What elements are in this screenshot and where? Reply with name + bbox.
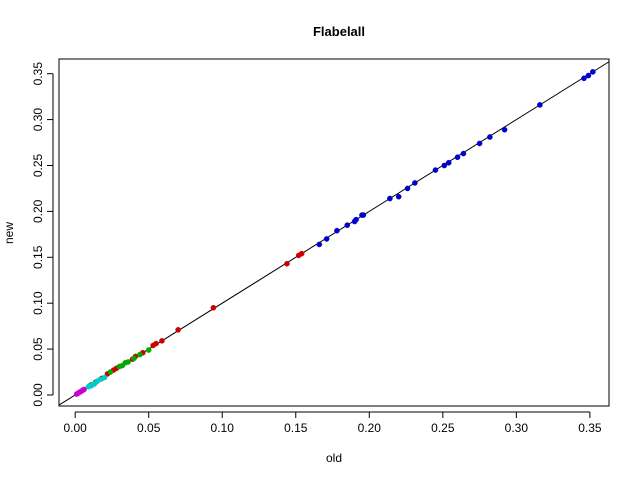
data-point	[590, 69, 596, 75]
data-point	[210, 304, 217, 311]
x-tick-label: 0.05	[137, 421, 161, 435]
data-point	[344, 222, 351, 228]
y-tick-label: 0.00	[31, 383, 45, 407]
data-point	[175, 327, 181, 333]
data-point	[353, 216, 359, 223]
data-point	[131, 355, 137, 362]
y-axis-label: new	[2, 222, 16, 244]
data-point	[581, 75, 587, 82]
data-point	[107, 369, 114, 375]
y-tick-label: 0.05	[31, 337, 45, 361]
y-tick-label: 0.20	[31, 199, 45, 223]
data-point	[501, 126, 508, 133]
y-axis: 0.00 0.05 0.10 0.15 0.20 0.25 0.30 0.35	[31, 62, 54, 407]
data-point	[116, 363, 123, 370]
data-point	[395, 193, 402, 200]
reference-line-y-equals-x	[58, 61, 610, 406]
data-point	[159, 338, 165, 344]
data-point	[323, 236, 330, 242]
y-tick-label: 0.35	[31, 62, 45, 86]
x-tick-label: 0.30	[505, 421, 529, 435]
data-points-layer	[73, 69, 596, 397]
data-point	[334, 227, 340, 234]
x-tick-label: 0.15	[284, 421, 308, 435]
data-point	[85, 383, 92, 390]
data-point	[412, 180, 418, 186]
reference-line-layer	[58, 61, 610, 406]
data-point	[360, 212, 367, 218]
plot-area-frame	[58, 58, 610, 407]
data-point	[537, 102, 543, 108]
data-point	[284, 260, 290, 267]
data-point	[387, 195, 393, 202]
x-tick-label: 0.25	[431, 421, 455, 435]
x-tick-label: 0.10	[211, 421, 235, 435]
x-tick-label: 0.20	[358, 421, 382, 435]
data-point	[150, 342, 156, 349]
data-point	[432, 167, 439, 173]
data-point	[145, 347, 152, 353]
x-tick-label: 0.00	[63, 421, 87, 435]
y-tick-label: 0.10	[31, 291, 45, 315]
y-tick-label: 0.30	[31, 108, 45, 132]
data-point	[73, 391, 80, 397]
data-point	[298, 250, 305, 257]
data-point	[460, 150, 467, 157]
data-point	[316, 241, 323, 248]
data-point	[441, 162, 448, 169]
x-axis: 0.00 0.05 0.10 0.15 0.20 0.25 0.30 0.35	[63, 411, 602, 435]
x-axis-label: old	[326, 451, 342, 465]
data-point	[487, 134, 493, 140]
data-point	[454, 154, 461, 161]
data-point	[476, 140, 483, 147]
y-tick-label: 0.15	[31, 245, 45, 269]
y-tick-label: 0.25	[31, 153, 45, 177]
data-point	[585, 72, 592, 79]
x-tick-label: 0.35	[578, 421, 602, 435]
data-point	[137, 351, 143, 358]
data-point	[404, 185, 411, 192]
chart-title: Flabelall	[313, 24, 365, 39]
data-point	[445, 159, 452, 166]
